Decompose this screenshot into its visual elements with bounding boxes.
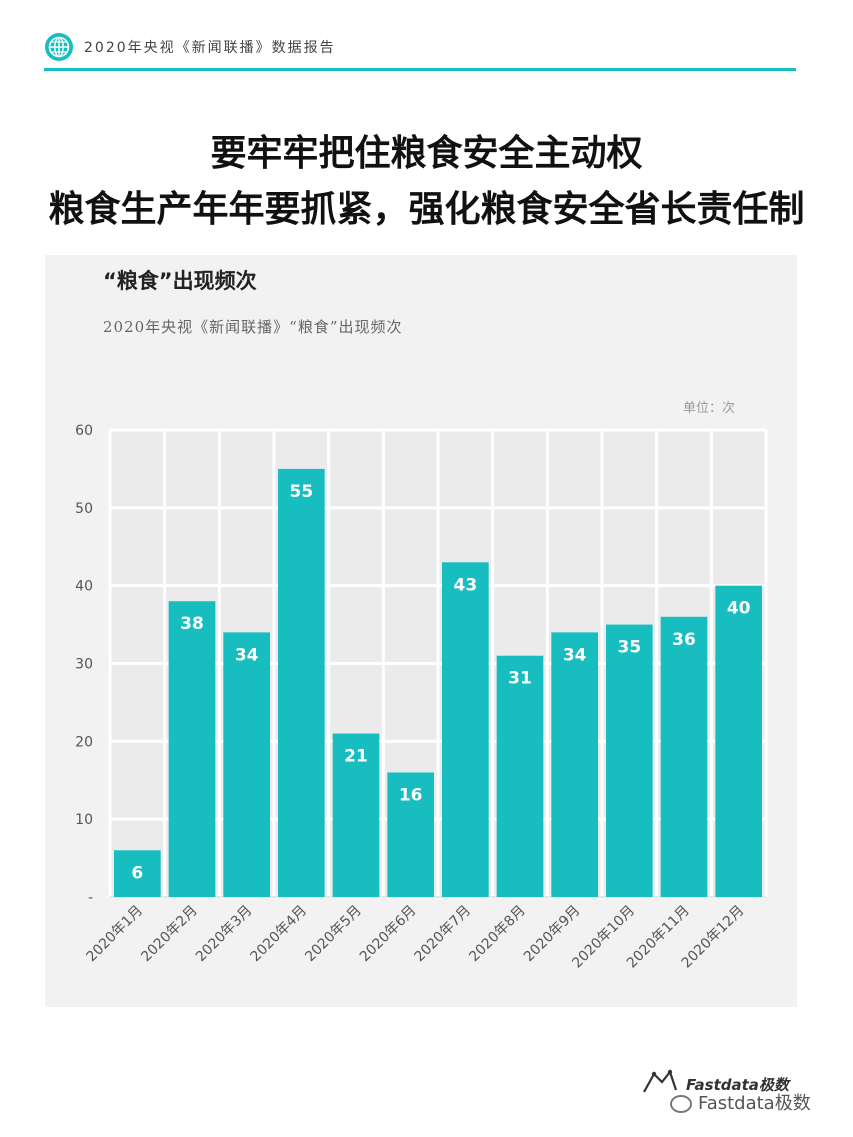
category-label: 2020年2月	[138, 903, 201, 966]
unit-label: 单位：次	[683, 401, 736, 416]
chart-subtitle: 2020年央视《新闻联播》“粮食”出现频次	[103, 318, 403, 336]
main-title-line-1: 要牢牢把住粮食安全主动权	[210, 133, 643, 174]
logo-mark-icon	[643, 1069, 678, 1093]
logo-text: Fastdata极数	[686, 1076, 789, 1094]
bar-value-label: 38	[180, 614, 204, 634]
bar	[715, 585, 762, 897]
bar-value-label: 43	[453, 575, 477, 595]
bar-value-label: 21	[344, 747, 368, 767]
bar	[332, 733, 380, 897]
bar	[660, 616, 708, 897]
bar	[442, 562, 489, 897]
y-tick-label: 60	[75, 423, 93, 439]
category-label: 2020年1月	[84, 903, 147, 966]
bar	[223, 632, 270, 897]
category-label: 2020年7月	[412, 903, 475, 966]
header-text: 2020年央视《新闻联播》数据报告	[84, 40, 336, 56]
y-tick-label: 50	[75, 501, 93, 517]
header-divider	[44, 68, 796, 71]
bar	[114, 850, 161, 897]
bar-value-label: 55	[289, 482, 313, 502]
bar	[278, 468, 325, 897]
bar-value-label: 31	[508, 669, 532, 689]
y-tick-label: 10	[75, 812, 93, 828]
bar	[496, 655, 544, 897]
bar	[387, 772, 434, 897]
bar-value-label: 34	[563, 645, 587, 665]
bar-value-label: 35	[617, 638, 641, 658]
bar-value-label: 40	[727, 599, 751, 619]
fastdata-logo: Fastdata极数	[640, 1068, 790, 1098]
bar	[168, 601, 216, 897]
watermark-text: Fastdata极数	[698, 1093, 811, 1114]
bar-value-label: 16	[399, 785, 423, 805]
category-label: 2020年4月	[248, 903, 311, 966]
chart-title: “粮食”出现频次	[103, 269, 257, 293]
y-tick-label: -	[88, 890, 93, 906]
main-title-line-2: 粮食生产年年要抓紧，强化粮食安全省长责任制	[48, 189, 805, 230]
y-tick-label: 30	[75, 657, 93, 673]
bar-value-label: 34	[235, 645, 259, 665]
y-tick-label: 20	[75, 734, 93, 750]
bar-value-label: 6	[131, 863, 143, 883]
category-label: 2020年3月	[193, 903, 256, 966]
category-label: 2020年5月	[302, 903, 365, 966]
y-tick-label: 40	[75, 579, 93, 595]
bar	[551, 632, 598, 897]
wechat-icon	[670, 1095, 692, 1113]
report-header: 2020年央视《新闻联播》数据报告	[44, 30, 796, 70]
wechat-watermark: Fastdata极数	[670, 1089, 811, 1115]
globe-icon	[45, 33, 73, 61]
bar-value-label: 36	[672, 630, 696, 650]
category-label: 2020年8月	[466, 903, 529, 966]
category-label: 2020年6月	[357, 903, 420, 966]
bar	[606, 624, 653, 897]
